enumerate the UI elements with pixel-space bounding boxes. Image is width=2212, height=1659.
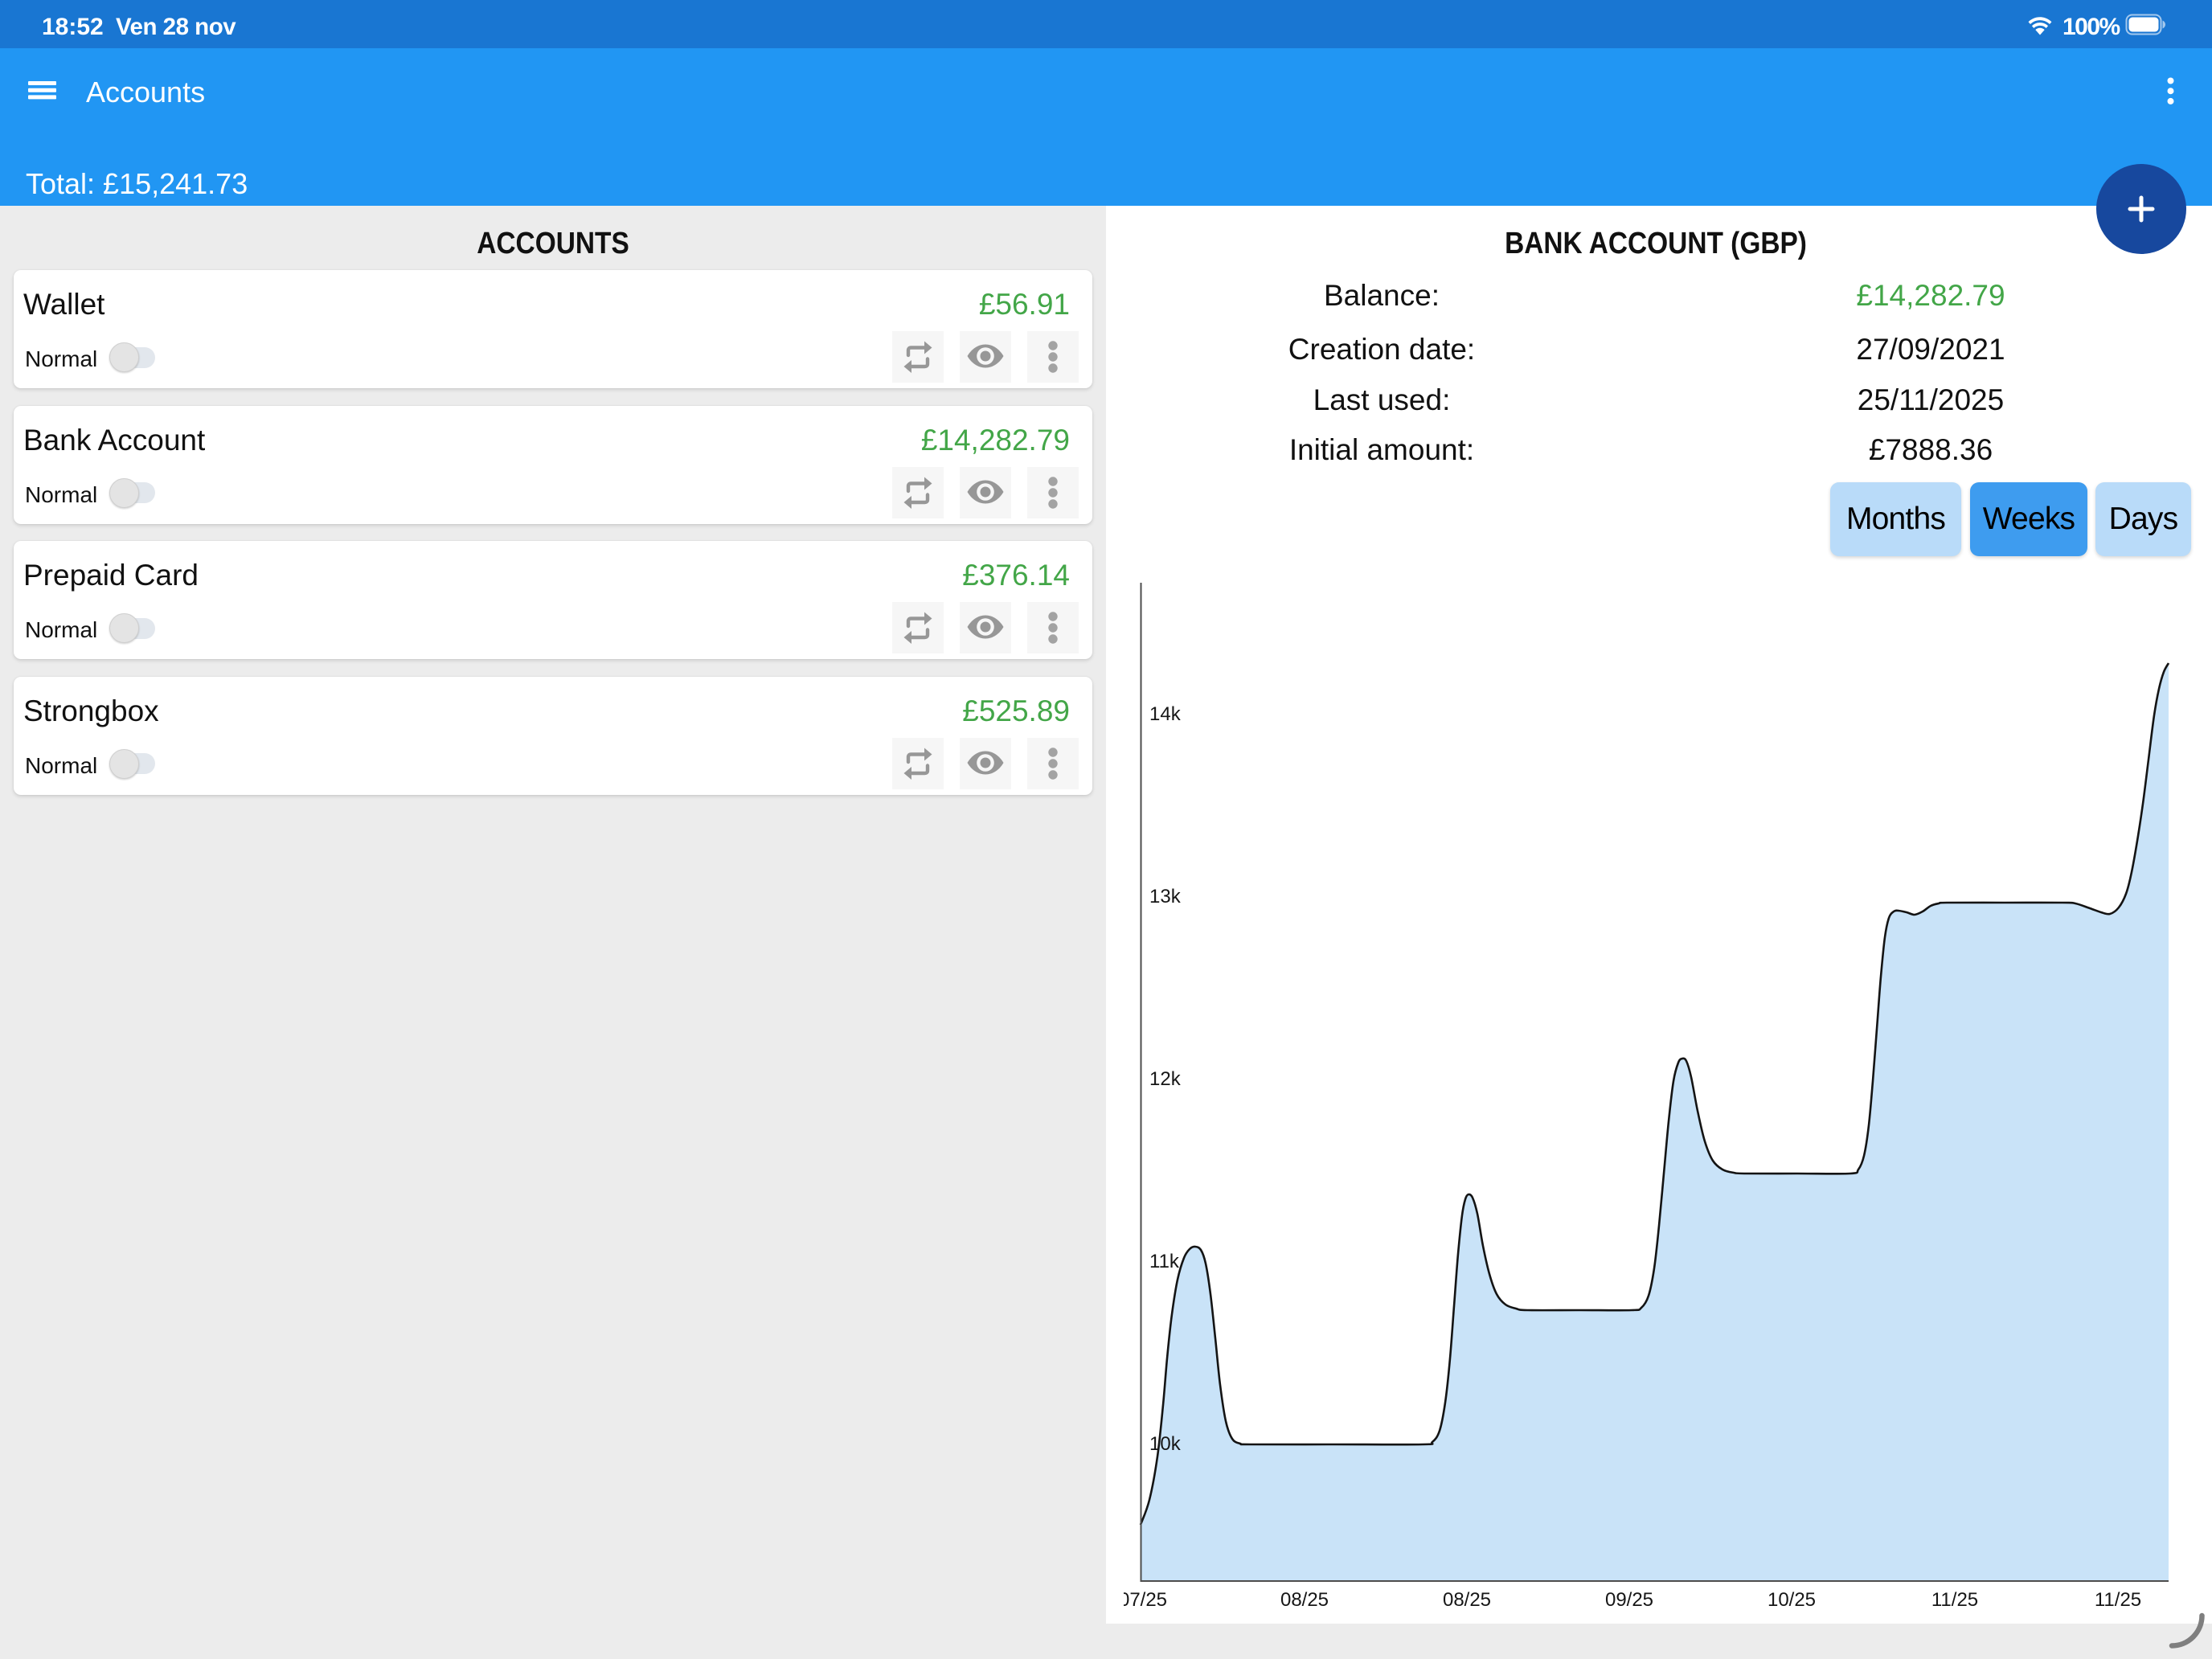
svg-text:08/25: 08/25 <box>1443 1589 1491 1611</box>
svg-text:11/25: 11/25 <box>1931 1589 1978 1611</box>
svg-text:14k: 14k <box>1149 703 1182 725</box>
svg-text:09/25: 09/25 <box>1605 1589 1653 1611</box>
svg-text:11k: 11k <box>1149 1251 1180 1272</box>
svg-text:10/25: 10/25 <box>1768 1589 1816 1611</box>
svg-text:11/25: 11/25 <box>2095 1589 2141 1611</box>
svg-text:13k: 13k <box>1149 886 1182 907</box>
svg-text:08/25: 08/25 <box>1280 1589 1329 1611</box>
svg-text:10k: 10k <box>1149 1433 1182 1455</box>
svg-text:12k: 12k <box>1149 1068 1182 1090</box>
svg-text:07/25: 07/25 <box>1119 1589 1167 1611</box>
